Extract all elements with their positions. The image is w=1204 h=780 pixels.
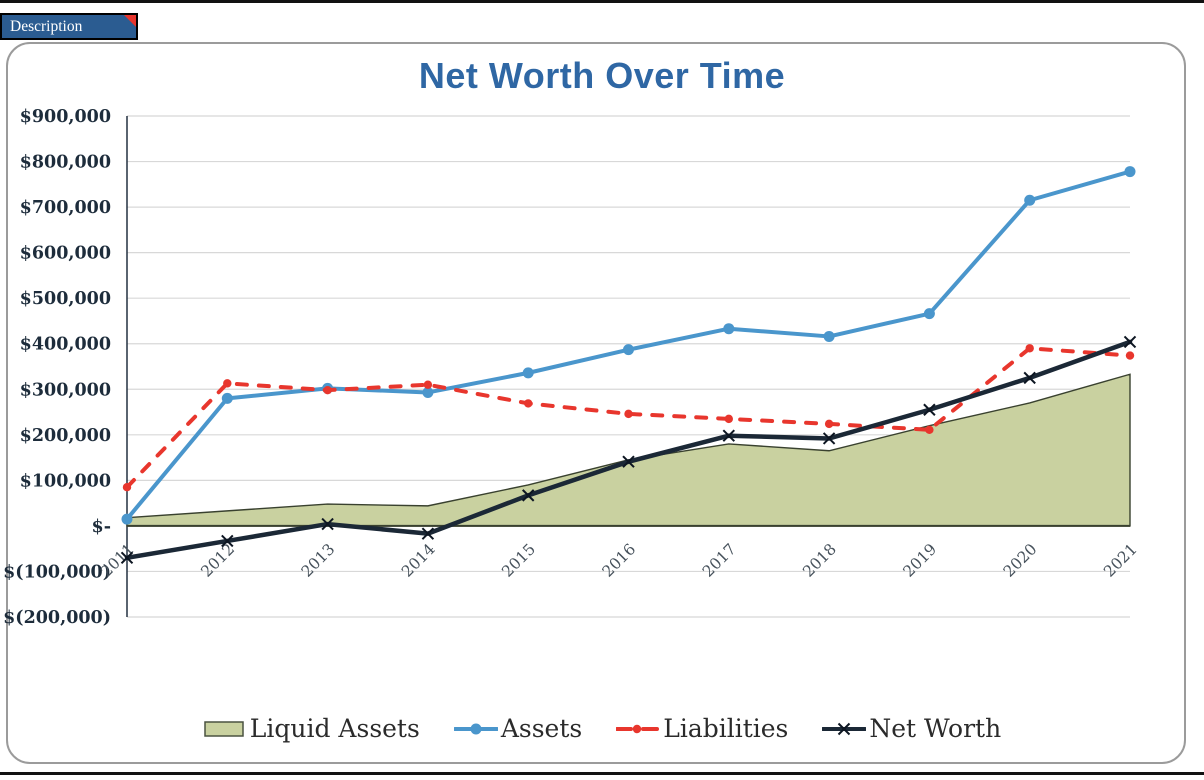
description-tab-button[interactable]: Description <box>0 13 138 40</box>
net-worth-legend-marker-icon <box>822 722 867 735</box>
chart-title: Net Worth Over Time <box>418 55 786 96</box>
comment-flag-icon <box>124 15 136 27</box>
legend-label-assets: Assets <box>500 714 583 743</box>
legend-item-liquid-assets: Liquid Assets <box>203 714 420 743</box>
assets-line-icon <box>453 720 498 738</box>
window-top-border <box>0 0 1204 3</box>
description-tab-label: Description <box>10 18 83 35</box>
legend-label-liquid-assets: Liquid Assets <box>249 714 420 743</box>
chart-legend: Liquid Assets Assets Liabilities Net Wor… <box>0 714 1204 743</box>
liquid-assets-legend-marker-icon <box>204 720 244 737</box>
window-bottom-border <box>0 772 1204 775</box>
legend-item-net-worth: Net Worth <box>822 714 1001 743</box>
assets-legend-marker-icon <box>453 723 498 734</box>
legend-item-liabilities: Liabilities <box>616 714 788 743</box>
net-worth-line-icon <box>822 720 867 738</box>
liabilities-line-icon <box>616 720 660 738</box>
legend-label-liabilities: Liabilities <box>663 714 789 743</box>
liquid-assets-swatch <box>203 720 247 738</box>
chart-container <box>6 42 1186 764</box>
legend-label-net-worth: Net Worth <box>869 714 1002 743</box>
legend-item-assets: Assets <box>453 714 583 743</box>
liabilities-legend-marker-icon <box>616 724 660 733</box>
